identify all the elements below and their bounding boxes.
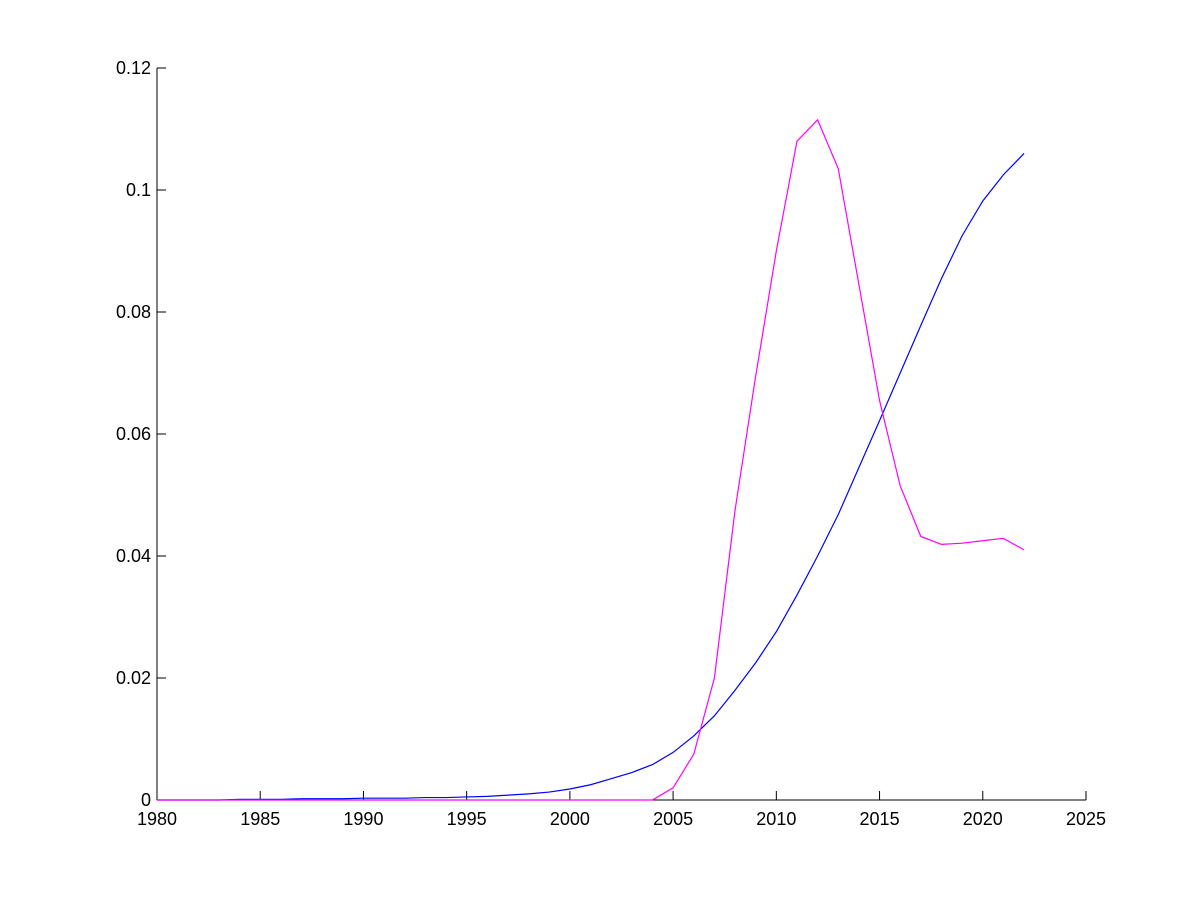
y-tick-label: 0.12 [116,58,151,78]
x-tick-label: 1985 [240,809,280,829]
x-tick-label: 2020 [963,809,1003,829]
series-line [157,118,1025,801]
y-tick-label: 0.04 [116,546,151,566]
y-tick-label: 0.02 [116,668,151,688]
y-tick-label: 0.08 [116,302,151,322]
y-tick-label: 0 [141,790,151,810]
x-tick-label: 2025 [1066,809,1106,829]
x-tick-label: 1980 [137,809,177,829]
series-line [157,152,1025,801]
x-tick-label: 1990 [343,809,383,829]
x-tick-label: 2015 [860,809,900,829]
x-tick-label: 2005 [653,809,693,829]
x-tick-label: 2010 [756,809,796,829]
x-tick-label: 1995 [447,809,487,829]
x-tick-label: 2000 [550,809,590,829]
y-tick-label: 0.06 [116,424,151,444]
y-tick-label: 0.1 [126,180,151,200]
